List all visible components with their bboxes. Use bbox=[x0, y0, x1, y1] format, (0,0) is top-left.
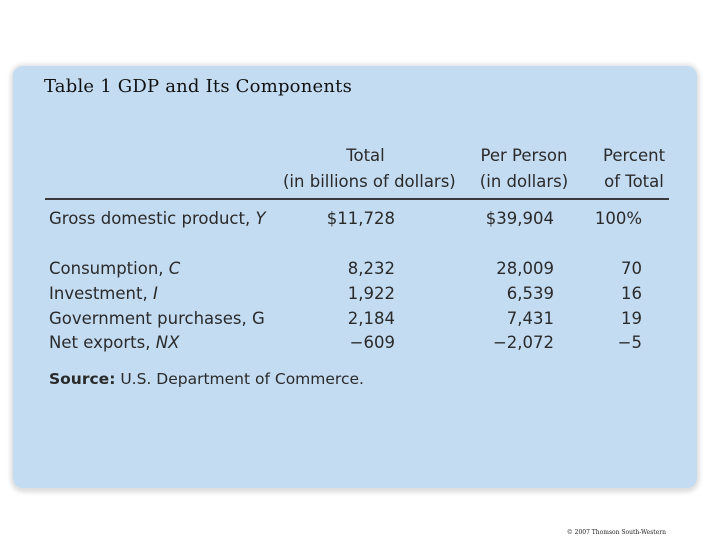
header-percent: Percent of Total bbox=[602, 146, 666, 191]
table-row-label: Consumption, C bbox=[49, 259, 181, 278]
table-cell-total: 8,232 bbox=[347, 259, 395, 278]
table-cell-percent: 16 bbox=[621, 284, 642, 303]
header-rule bbox=[45, 198, 669, 200]
table-cell-per-person: 6,539 bbox=[506, 284, 554, 303]
page-title: Table 1 GDP and Its Components bbox=[44, 76, 353, 97]
table-panel bbox=[13, 66, 697, 488]
table-row-label: Government purchases, G bbox=[49, 309, 265, 328]
header-total: Total (in billions of dollars) bbox=[283, 146, 456, 191]
table-cell-total: −609 bbox=[349, 333, 395, 352]
table-row-label: Investment, I bbox=[49, 284, 158, 303]
table-cell-per-person: 28,009 bbox=[496, 259, 554, 278]
table-cell-total: 2,184 bbox=[347, 309, 395, 328]
table-cell-total: 1,922 bbox=[347, 284, 395, 303]
table-row-label: Net exports, NX bbox=[49, 333, 180, 352]
copyright-notice: © 2007 Thomson South-Western bbox=[566, 529, 666, 536]
table-row-label: Gross domestic product, Y bbox=[49, 209, 266, 228]
table-cell-percent: 70 bbox=[621, 259, 642, 278]
table-cell-per-person: $39,904 bbox=[485, 209, 554, 228]
table-cell-per-person: 7,431 bbox=[506, 309, 554, 328]
table-cell-per-person: −2,072 bbox=[492, 333, 554, 352]
table-cell-percent: 100% bbox=[594, 209, 642, 228]
header-per-person: Per Person (in dollars) bbox=[479, 146, 569, 191]
source-note: Source: U.S. Department of Commerce. bbox=[49, 370, 364, 388]
table-cell-percent: −5 bbox=[617, 333, 642, 352]
table-cell-total: $11,728 bbox=[326, 209, 395, 228]
table-cell-percent: 19 bbox=[621, 309, 642, 328]
